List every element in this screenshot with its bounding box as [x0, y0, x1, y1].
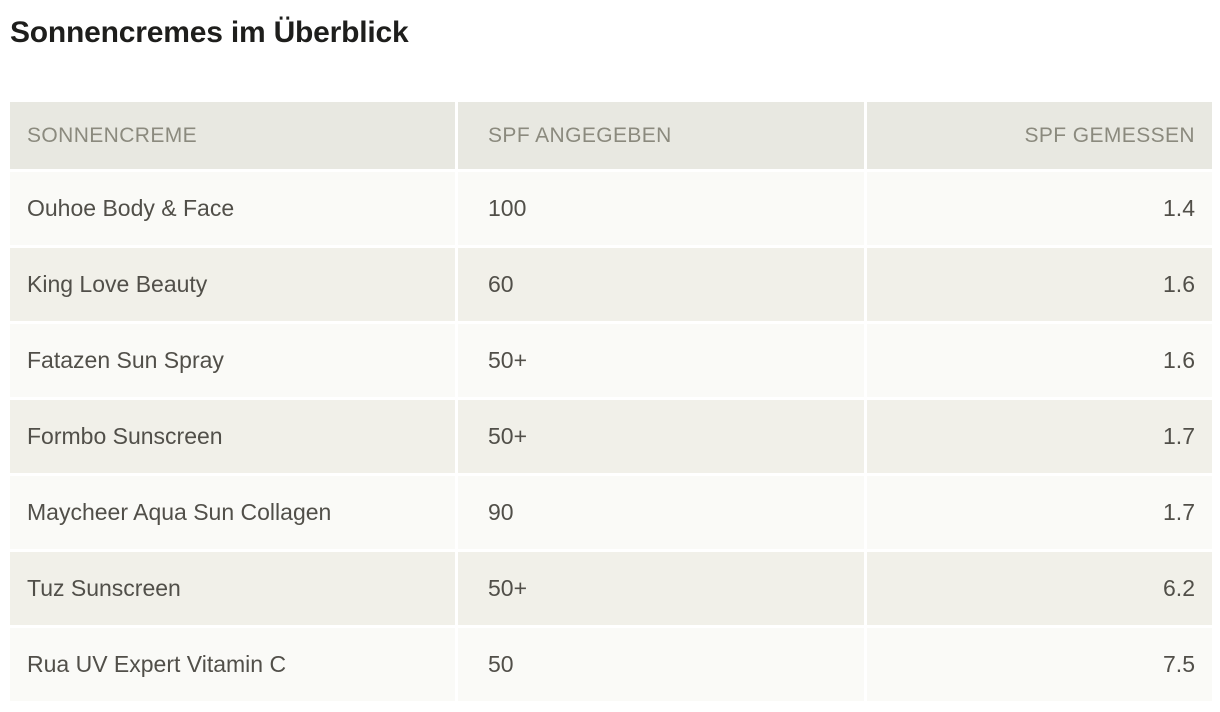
spf-measured-cell: 1.7 [867, 476, 1212, 549]
spf-measured-cell: 1.6 [867, 324, 1212, 397]
product-name-cell: Rua UV Expert Vitamin C [10, 628, 455, 701]
spf-stated-cell: 100 [458, 172, 864, 245]
spf-stated-cell: 60 [458, 248, 864, 321]
product-name-cell: King Love Beauty [10, 248, 455, 321]
product-name-cell: Ouhoe Body & Face [10, 172, 455, 245]
sunscreen-table: SONNENCREME SPF ANGEGEBEN SPF GEMESSEN O… [10, 102, 1212, 701]
page-title: Sonnencremes im Überblick [10, 16, 409, 49]
spf-stated-cell: 50+ [458, 324, 864, 397]
spf-measured-cell: 1.6 [867, 248, 1212, 321]
spf-stated-cell: 50 [458, 628, 864, 701]
spf-stated-cell: 50+ [458, 552, 864, 625]
product-name-cell: Fatazen Sun Spray [10, 324, 455, 397]
spf-stated-cell: 50+ [458, 400, 864, 473]
column-header-sonnencreme: SONNENCREME [10, 102, 455, 169]
product-name-cell: Maycheer Aqua Sun Collagen [10, 476, 455, 549]
product-name-cell: Tuz Sunscreen [10, 552, 455, 625]
column-header-spf-gemessen: SPF GEMESSEN [867, 102, 1212, 169]
spf-measured-cell: 7.5 [867, 628, 1212, 701]
spf-measured-cell: 1.7 [867, 400, 1212, 473]
spf-measured-cell: 1.4 [867, 172, 1212, 245]
product-name-cell: Formbo Sunscreen [10, 400, 455, 473]
column-header-spf-angegeben: SPF ANGEGEBEN [458, 102, 864, 169]
spf-measured-cell: 6.2 [867, 552, 1212, 625]
spf-stated-cell: 90 [458, 476, 864, 549]
